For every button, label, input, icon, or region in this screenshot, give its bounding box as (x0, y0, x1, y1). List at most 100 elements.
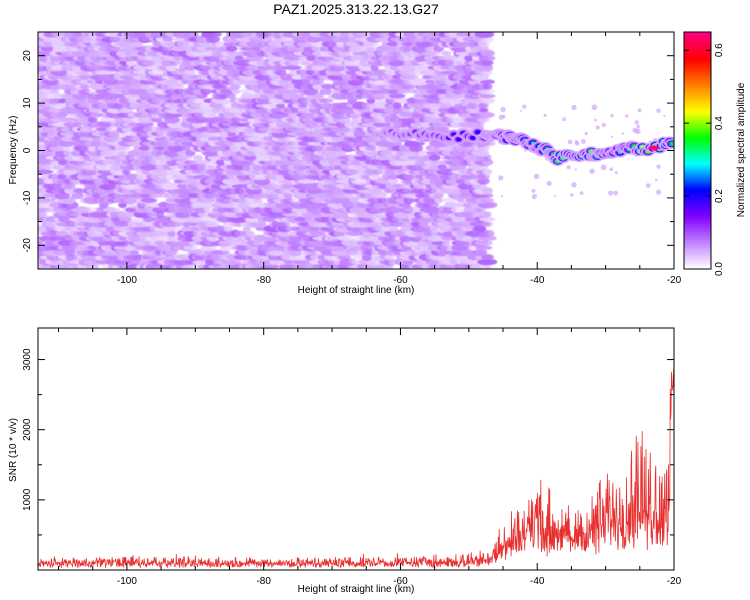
heatmap-cells (38, 32, 674, 269)
heatmap-signal-cell (456, 137, 461, 141)
heatmap-cell (360, 244, 374, 252)
heatmap-cell (177, 183, 189, 189)
heatmap-cell (480, 229, 495, 238)
heatmap-cell (55, 230, 69, 237)
heatmap-cell (39, 210, 48, 219)
heatmap-cell (162, 225, 181, 232)
heatmap-y-tick-label: -20 (22, 238, 33, 253)
heatmap-cell (102, 207, 121, 213)
colorbar-tick-label: 0.4 (714, 116, 725, 130)
heatmap-cell (609, 167, 614, 172)
heatmap-cell (388, 258, 399, 265)
heatmap-cell (600, 164, 607, 171)
heatmap-y-tick-label: 10 (22, 97, 33, 109)
heatmap-cell (283, 192, 293, 199)
heatmap-cell (162, 182, 181, 190)
heatmap-cell (54, 225, 64, 232)
heatmap-cell (205, 201, 214, 209)
heatmap-cell (562, 117, 567, 122)
heatmap-x-tick-label: -80 (256, 275, 271, 286)
heatmap-cell (185, 177, 204, 186)
heatmap-cell (473, 225, 487, 233)
colorbar-tick-label: 0.6 (714, 43, 725, 57)
heatmap-cell (178, 206, 196, 213)
heatmap-cell (423, 206, 440, 214)
heatmap-cell (591, 104, 598, 111)
heatmap-cell (634, 120, 639, 125)
heatmap-cell (429, 154, 441, 161)
colorbar: 0.00.20.40.6 Normalized spectral amplitu… (683, 31, 747, 276)
heatmap-cell (608, 190, 614, 196)
heatmap-cell (610, 113, 614, 118)
heatmap-cell (614, 171, 618, 175)
heatmap-cell (501, 195, 504, 198)
heatmap-cell (189, 221, 199, 227)
heatmap-cell (479, 93, 496, 99)
heatmap-cell (405, 174, 419, 179)
heatmap-y-axis-label: Frequency (Hz) (8, 116, 19, 185)
heatmap-cell (169, 59, 181, 66)
heatmap-cell (388, 225, 399, 233)
heatmap-cell (79, 206, 99, 213)
heatmap-signal-cell (669, 142, 674, 146)
heatmap-cell (257, 202, 267, 208)
heatmap-cell (78, 178, 99, 185)
heatmap-cell (249, 202, 259, 208)
heatmap-cell (245, 229, 256, 237)
heatmap-cell (308, 259, 321, 265)
heatmap-cell (346, 230, 366, 236)
heatmap-cell (483, 211, 492, 218)
heatmap-cell (579, 191, 584, 196)
heatmap-cell (219, 244, 237, 251)
heatmap-cell (226, 45, 238, 52)
heatmap-y-tick-label: 20 (22, 50, 33, 62)
heatmap-cell (637, 108, 642, 113)
heatmap-cell (477, 258, 498, 266)
heatmap-cell (355, 32, 372, 37)
heatmap-cell (276, 230, 292, 237)
heatmap-cell (463, 259, 482, 265)
heatmap-cell (581, 139, 586, 144)
heatmap-cell (442, 197, 457, 203)
heatmap-cell (117, 210, 135, 219)
heatmap-cell (219, 202, 236, 208)
heatmap-cell (554, 195, 557, 197)
heatmap-cell (196, 248, 208, 256)
heatmap-cell (570, 193, 574, 197)
heatmap-cell (388, 93, 406, 99)
heatmap-cell (462, 226, 476, 232)
heatmap-cell (663, 114, 666, 117)
heatmap-cell (481, 254, 494, 261)
heatmap-cell (238, 216, 248, 222)
heatmap-cell (234, 187, 245, 195)
heatmap-cell (441, 50, 452, 56)
figure-title: PAZ1.2025.313.22.13.G27 (273, 1, 439, 17)
heatmap-x-tick-label: -20 (667, 275, 682, 286)
heatmap-cell (38, 198, 57, 203)
colorbar-tick-label: 0.2 (714, 189, 725, 203)
snr-x-tick-label: -40 (530, 576, 545, 587)
heatmap-cell (533, 173, 540, 180)
heatmap-cell (543, 113, 547, 117)
heatmap-cell (474, 239, 493, 246)
heatmap-cell (210, 250, 231, 255)
heatmap-cell (351, 259, 360, 265)
heatmap-cell (571, 182, 577, 188)
heatmap-cell (211, 32, 223, 37)
heatmap-cell (189, 32, 199, 37)
heatmap-cell (253, 197, 263, 203)
heatmap-cell (531, 188, 536, 193)
heatmap-cell (416, 193, 431, 198)
heatmap-cell (48, 107, 62, 113)
heatmap-cell (236, 244, 250, 251)
heatmap-y-tick-label: 0 (22, 147, 33, 153)
heatmap-cell (450, 207, 465, 213)
heatmap-cell (531, 193, 538, 200)
heatmap-cell (269, 258, 278, 265)
heatmap-cell (479, 112, 496, 118)
heatmap-cell (343, 192, 353, 199)
heatmap-cell (441, 239, 451, 247)
heatmap-cell (339, 197, 350, 203)
